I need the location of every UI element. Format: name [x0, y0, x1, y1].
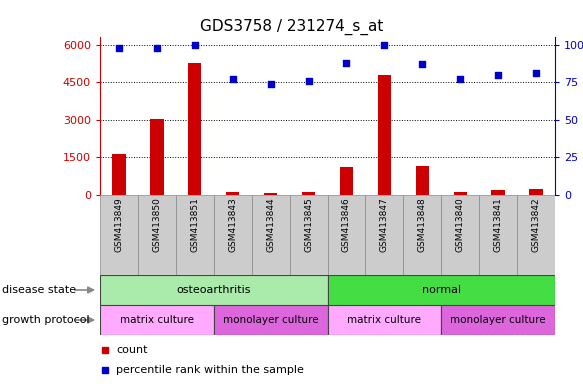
Text: GSM413846: GSM413846	[342, 197, 351, 252]
Text: GSM413842: GSM413842	[532, 197, 540, 252]
Bar	[138, 195, 176, 275]
Text: GSM413847: GSM413847	[380, 197, 389, 252]
Bar	[214, 305, 328, 335]
Bar	[226, 192, 240, 195]
Point	[531, 70, 540, 76]
Bar	[302, 192, 315, 195]
Bar	[416, 166, 429, 195]
Point	[417, 61, 427, 67]
Bar	[100, 195, 138, 275]
Bar	[454, 192, 467, 195]
Point	[380, 41, 389, 48]
Point	[114, 45, 124, 51]
Bar	[328, 305, 441, 335]
Bar	[441, 195, 479, 275]
Text: GSM413845: GSM413845	[304, 197, 313, 252]
Bar	[252, 195, 290, 275]
Text: matrix culture: matrix culture	[347, 315, 422, 325]
Text: GSM413848: GSM413848	[418, 197, 427, 252]
Bar	[214, 195, 252, 275]
Point	[228, 76, 237, 82]
Bar	[517, 195, 555, 275]
Bar	[491, 190, 505, 195]
Point	[342, 60, 351, 66]
Text: count: count	[116, 345, 147, 355]
Text: normal: normal	[422, 285, 461, 295]
Point	[266, 81, 275, 87]
Text: osteoarthritis: osteoarthritis	[177, 285, 251, 295]
Bar	[150, 119, 163, 195]
Text: matrix culture: matrix culture	[120, 315, 194, 325]
Bar	[264, 193, 278, 195]
Text: disease state: disease state	[2, 285, 76, 295]
Bar	[176, 195, 214, 275]
Bar	[328, 195, 366, 275]
Bar	[100, 305, 214, 335]
Text: percentile rank within the sample: percentile rank within the sample	[116, 365, 304, 375]
Bar	[366, 195, 403, 275]
Text: growth protocol: growth protocol	[2, 315, 90, 325]
Text: GSM413850: GSM413850	[152, 197, 161, 252]
Bar	[479, 195, 517, 275]
Text: GSM413843: GSM413843	[228, 197, 237, 252]
Point	[304, 78, 313, 84]
Text: GSM413849: GSM413849	[114, 197, 124, 252]
Point	[190, 41, 199, 48]
Point	[455, 76, 465, 82]
Text: GSM413844: GSM413844	[266, 197, 275, 252]
Bar	[340, 167, 353, 195]
Bar	[188, 63, 202, 195]
Bar	[328, 275, 555, 305]
Point	[493, 71, 503, 78]
Text: monolayer culture: monolayer culture	[450, 315, 546, 325]
Bar	[529, 189, 543, 195]
Bar	[378, 74, 391, 195]
Bar	[113, 154, 125, 195]
Bar	[403, 195, 441, 275]
Point	[152, 45, 161, 51]
Text: GDS3758 / 231274_s_at: GDS3758 / 231274_s_at	[200, 19, 383, 35]
Text: GSM413851: GSM413851	[190, 197, 199, 252]
Text: GSM413840: GSM413840	[456, 197, 465, 252]
Bar	[441, 305, 555, 335]
Bar	[100, 275, 328, 305]
Bar	[290, 195, 328, 275]
Text: GSM413841: GSM413841	[494, 197, 503, 252]
Text: monolayer culture: monolayer culture	[223, 315, 318, 325]
